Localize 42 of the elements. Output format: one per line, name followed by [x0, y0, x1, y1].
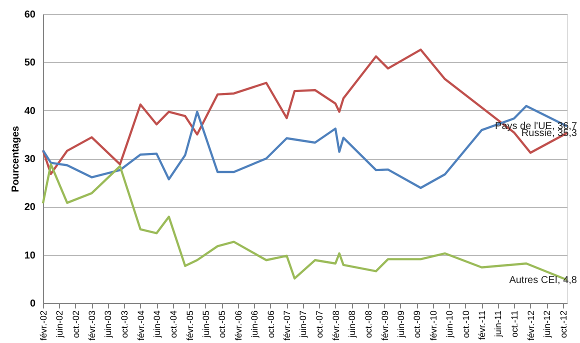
x-tick-label: juin-06	[250, 310, 260, 339]
x-tick-label: juin-11	[493, 310, 504, 338]
x-tick-label: oct.-05	[217, 310, 228, 338]
x-tick-label: févr.-02	[38, 310, 48, 341]
x-tick-label: févr.-10	[428, 310, 438, 341]
x-tick-label: févr.-04	[136, 310, 146, 341]
x-tick-label: juin-07	[298, 310, 308, 339]
x-tick-label: févr.-12	[526, 310, 536, 341]
x-tick-label: juin-12	[542, 310, 552, 339]
x-tick-label: févr.-09	[380, 310, 390, 341]
annotation: Autres CEI, 4,8	[509, 274, 578, 286]
x-tick-label: févr.-05	[184, 310, 195, 341]
y-tick-label: 20	[24, 202, 36, 214]
x-tick-label: juin-08	[347, 310, 358, 339]
x-tick-label: juin-02	[54, 310, 65, 339]
x-tick-label: févr.-11	[477, 310, 488, 340]
y-tick-label: 40	[24, 106, 36, 117]
x-tick-label: oct.-08	[363, 310, 374, 338]
x-tick-label: oct.-03	[120, 310, 130, 338]
y-tick-label: 60	[24, 10, 36, 20]
x-tick-label: févr.-06	[234, 310, 244, 341]
y-tick-label: 30	[24, 154, 36, 165]
x-tick-label: févr.-08	[330, 310, 341, 341]
x-tick-label: juin-10	[444, 310, 455, 339]
x-tick-label: oct.-07	[314, 310, 325, 338]
x-tick-label: juin-03	[103, 310, 114, 339]
y-tick-label: 10	[24, 250, 36, 262]
x-tick-label: oct.-02	[70, 310, 81, 338]
y-tick-label: 0	[30, 298, 36, 310]
x-tick-label: oct.-12	[558, 310, 568, 338]
y-axis-title: Pourcentages	[10, 126, 22, 192]
x-tick-label: oct.-06	[266, 310, 276, 338]
x-tick-label: juin-05	[200, 310, 211, 339]
x-tick-label: févr.-07	[282, 310, 292, 341]
y-tick-label: 50	[24, 58, 36, 69]
x-tick-label: oct.-11	[510, 310, 520, 338]
x-tick-label: oct.-04	[168, 310, 178, 338]
x-tick-label: oct.-10	[460, 310, 471, 338]
x-tick-label: juin-09	[396, 310, 406, 339]
x-tick-label: févr.-03	[87, 310, 98, 341]
x-tick-label: juin-04	[152, 310, 162, 339]
x-tick-label: oct.-09	[412, 310, 422, 338]
